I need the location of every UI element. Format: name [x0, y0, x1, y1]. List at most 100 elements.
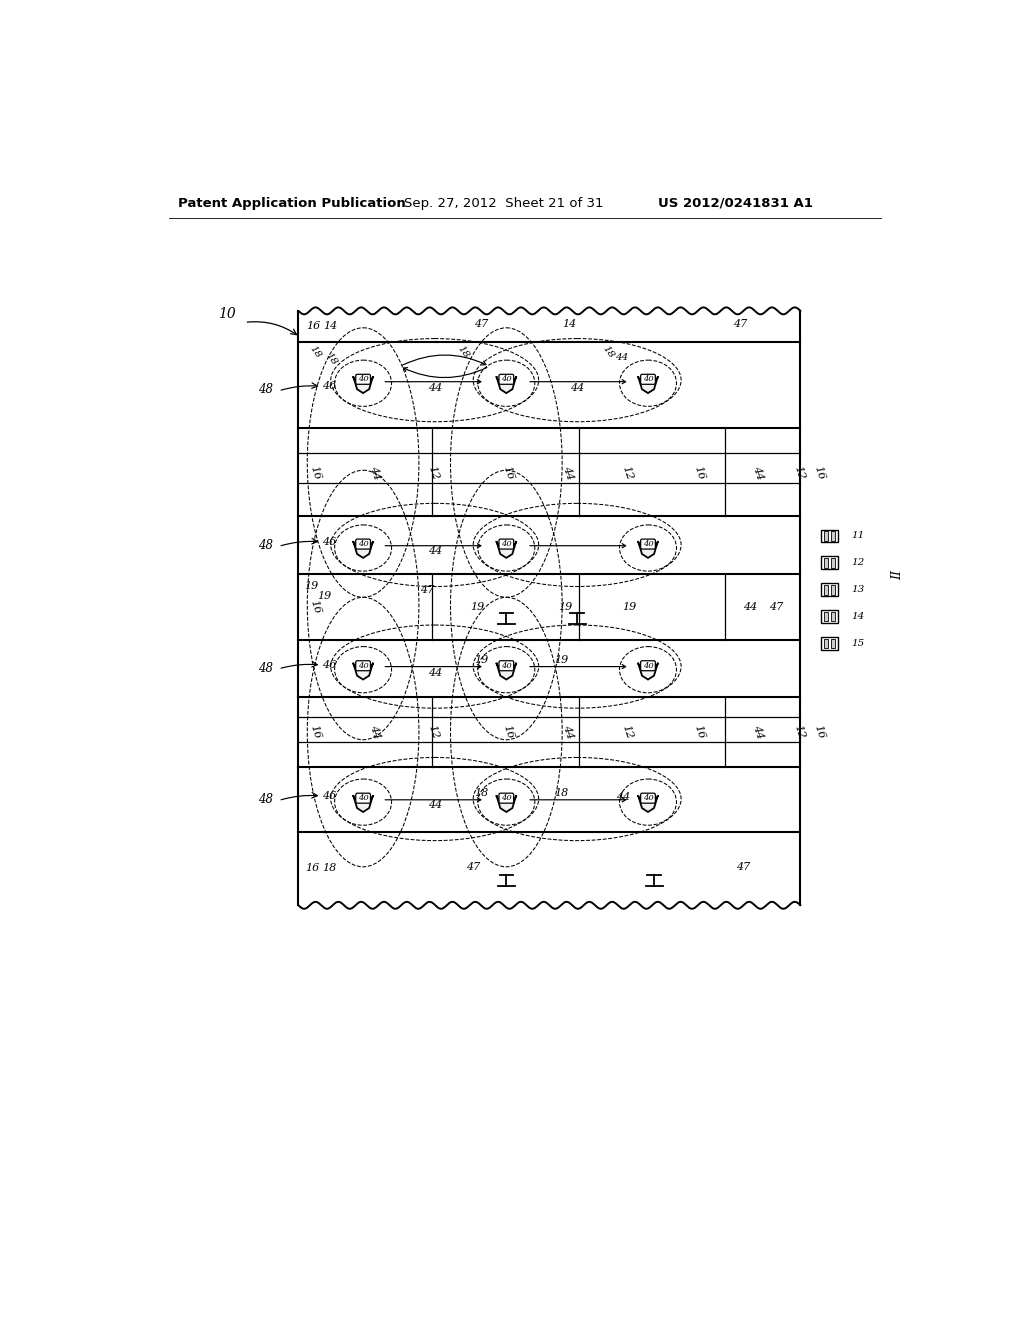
- Text: 48: 48: [258, 661, 272, 675]
- Text: 18: 18: [456, 345, 471, 360]
- Polygon shape: [497, 795, 516, 812]
- Text: 16: 16: [813, 465, 826, 480]
- Text: 48: 48: [258, 793, 272, 807]
- Polygon shape: [638, 663, 657, 680]
- Text: 18: 18: [555, 788, 569, 797]
- Text: 11: 11: [852, 531, 865, 540]
- Polygon shape: [638, 376, 657, 393]
- Text: 47: 47: [466, 862, 480, 871]
- Text: 14: 14: [562, 319, 577, 329]
- Text: 12: 12: [852, 558, 865, 568]
- Text: 48: 48: [258, 383, 272, 396]
- FancyBboxPatch shape: [641, 793, 655, 803]
- Text: 16: 16: [308, 723, 323, 741]
- Text: 40: 40: [643, 795, 653, 803]
- Text: 40: 40: [357, 661, 369, 669]
- Text: 40: 40: [643, 661, 653, 669]
- Bar: [831, 585, 836, 594]
- Text: 44: 44: [428, 800, 441, 810]
- Polygon shape: [638, 795, 657, 812]
- FancyBboxPatch shape: [355, 539, 371, 549]
- Polygon shape: [353, 376, 373, 393]
- Text: 19: 19: [317, 591, 332, 601]
- Text: 44: 44: [428, 668, 441, 677]
- Text: 40: 40: [357, 795, 369, 803]
- Bar: [831, 531, 836, 541]
- Bar: [831, 639, 836, 648]
- Text: 44: 44: [561, 723, 574, 741]
- Text: 44: 44: [428, 383, 441, 393]
- Text: 15: 15: [852, 639, 865, 648]
- Bar: [824, 639, 828, 648]
- Text: 47: 47: [735, 862, 750, 871]
- FancyBboxPatch shape: [641, 661, 655, 671]
- Polygon shape: [497, 663, 516, 680]
- FancyBboxPatch shape: [499, 793, 514, 803]
- Text: Patent Application Publication: Patent Application Publication: [178, 197, 407, 210]
- Text: 16: 16: [305, 863, 319, 874]
- Text: 44: 44: [752, 723, 765, 741]
- Text: 40: 40: [643, 375, 653, 383]
- Text: 16: 16: [692, 465, 706, 480]
- Text: 10: 10: [218, 308, 236, 321]
- Text: 19: 19: [304, 581, 318, 591]
- Text: 44: 44: [369, 465, 382, 480]
- Text: 47: 47: [733, 319, 748, 329]
- FancyBboxPatch shape: [641, 375, 655, 384]
- Bar: [831, 558, 836, 568]
- Text: 40: 40: [501, 661, 512, 669]
- Text: 16: 16: [501, 465, 515, 480]
- Text: 44: 44: [369, 723, 382, 741]
- Text: 40: 40: [357, 375, 369, 383]
- Text: 19: 19: [555, 656, 569, 665]
- Text: Sep. 27, 2012  Sheet 21 of 31: Sep. 27, 2012 Sheet 21 of 31: [403, 197, 603, 210]
- Text: 40: 40: [643, 540, 653, 548]
- Text: 44: 44: [561, 465, 574, 480]
- Text: 40: 40: [501, 375, 512, 383]
- Text: 12: 12: [792, 465, 806, 480]
- Polygon shape: [353, 795, 373, 812]
- Polygon shape: [353, 541, 373, 558]
- Text: 40: 40: [501, 540, 512, 548]
- Text: US 2012/0241831 A1: US 2012/0241831 A1: [658, 197, 813, 210]
- Text: 16: 16: [813, 723, 826, 741]
- Bar: [821, 638, 839, 649]
- Text: 14: 14: [324, 321, 338, 331]
- Polygon shape: [353, 663, 373, 680]
- Text: 47: 47: [420, 585, 434, 594]
- Bar: [821, 610, 839, 623]
- Text: 19: 19: [558, 602, 572, 611]
- Text: 18: 18: [324, 351, 338, 367]
- Text: 16: 16: [501, 723, 515, 741]
- Text: 19: 19: [470, 602, 484, 611]
- Bar: [824, 558, 828, 568]
- Bar: [831, 611, 836, 622]
- FancyBboxPatch shape: [499, 539, 514, 549]
- Text: 44: 44: [570, 383, 585, 393]
- Polygon shape: [497, 376, 516, 393]
- Text: 16: 16: [308, 598, 323, 615]
- Bar: [824, 531, 828, 541]
- Text: 46: 46: [323, 381, 336, 391]
- Text: 19: 19: [474, 656, 488, 665]
- Text: 40: 40: [357, 540, 369, 548]
- Text: 47: 47: [474, 319, 488, 329]
- Text: 40: 40: [501, 795, 512, 803]
- Text: 18: 18: [323, 863, 336, 874]
- Text: 19: 19: [623, 602, 637, 611]
- Bar: [821, 529, 839, 541]
- Text: 44: 44: [616, 792, 631, 803]
- Text: 16: 16: [307, 321, 321, 331]
- Text: 47: 47: [769, 602, 783, 611]
- Text: 13: 13: [852, 585, 865, 594]
- Bar: [821, 583, 839, 595]
- Bar: [824, 611, 828, 622]
- Bar: [821, 557, 839, 569]
- Text: 14: 14: [852, 612, 865, 620]
- Text: 12: 12: [426, 465, 440, 480]
- Text: 44: 44: [752, 465, 765, 480]
- FancyBboxPatch shape: [355, 661, 371, 671]
- Bar: [824, 585, 828, 594]
- Text: 12: 12: [621, 723, 634, 741]
- Text: 16: 16: [308, 465, 323, 480]
